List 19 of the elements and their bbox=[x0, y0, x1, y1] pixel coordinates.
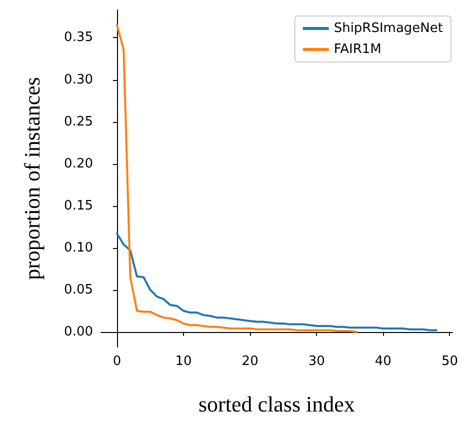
x-tick-label: 10 bbox=[175, 354, 192, 369]
legend-label: ShipRSImageNet bbox=[334, 21, 444, 36]
y-axis-title: proportion of instances bbox=[20, 77, 44, 280]
x-tick-label: 40 bbox=[374, 354, 392, 369]
y-tick-label: 0.00 bbox=[64, 324, 93, 340]
y-tick-label: 0.30 bbox=[64, 72, 93, 88]
y-tick-label: 0.25 bbox=[64, 114, 93, 130]
x-axis-title: sorted class index bbox=[198, 392, 355, 416]
y-tick-label: 0.05 bbox=[64, 282, 93, 298]
y-tick-label: 0.15 bbox=[64, 198, 93, 214]
legend-label: FAIR1M bbox=[334, 42, 382, 57]
line-series bbox=[116, 232, 438, 332]
x-tick-label: 50 bbox=[441, 354, 458, 369]
x-tick-label: 30 bbox=[308, 354, 325, 369]
y-tick-label: 0.35 bbox=[64, 30, 93, 46]
x-tick-label: 20 bbox=[242, 354, 258, 369]
y-tick-label: 0.10 bbox=[64, 240, 93, 256]
y-tick-label: 0.20 bbox=[64, 156, 93, 172]
x-tick-label: 0 bbox=[112, 354, 122, 369]
